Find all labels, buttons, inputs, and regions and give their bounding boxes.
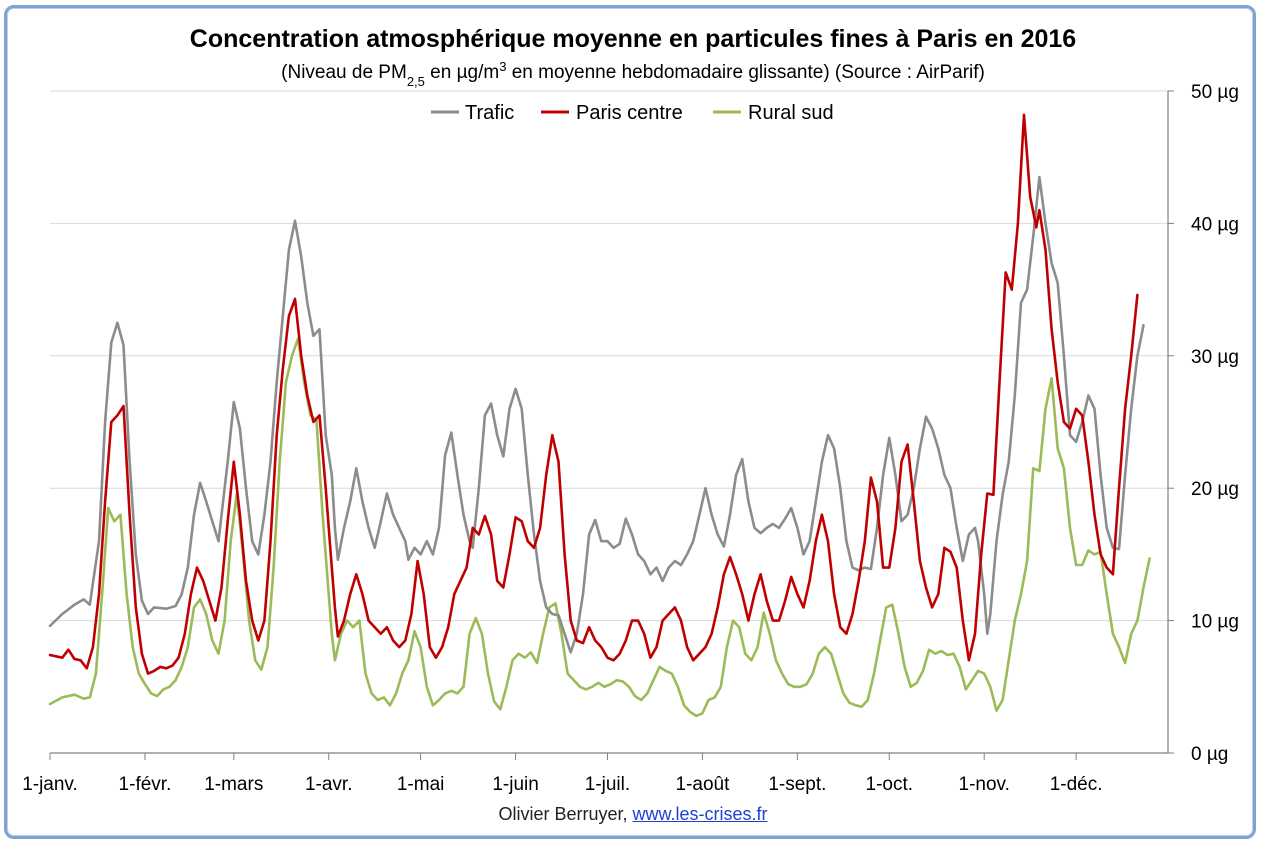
credit-author: Olivier Berruyer,: [498, 804, 628, 824]
chart-subtitle: (Niveau de PM2,5 en µg/m3 en moyenne heb…: [281, 59, 985, 89]
series-lines: [48, 113, 1151, 718]
y-tick-label: 20 µg: [1191, 479, 1239, 500]
series-line-paris-centre: [48, 113, 1139, 675]
credit-link[interactable]: www.les-crises.fr: [632, 804, 768, 824]
x-tick-label: 1-févr.: [119, 774, 172, 795]
x-tick-label: 1-mars: [204, 774, 263, 795]
x-tick-label: 1-juil.: [585, 774, 630, 795]
x-tick-label: 1-avr.: [305, 774, 353, 795]
x-tick-label: 1-juin: [492, 774, 538, 795]
subtitle-middle: en µg/m: [425, 62, 499, 83]
x-tick-label: 1-mai: [397, 774, 445, 795]
legend-label-rural-sud: Rural sud: [748, 102, 834, 124]
chart-frame: [4, 5, 1256, 839]
x-tick-label: 1-août: [675, 774, 730, 795]
series-line-rural-sud: [48, 337, 1151, 718]
y-tick-labels: 0 µg 10 µg 20 µg 30 µg 40 µg 50 µg: [1168, 82, 1239, 765]
series-line-trafic: [48, 175, 1145, 654]
axes: [50, 91, 1169, 754]
x-tick-label: 1-janv.: [22, 774, 78, 795]
subtitle-superscript: 3: [499, 59, 506, 74]
subtitle-prefix: (Niveau de PM: [281, 62, 407, 83]
legend-label-trafic: Trafic: [465, 102, 514, 124]
x-tick-label: 1-déc.: [1050, 774, 1103, 795]
legend-label-paris-centre: Paris centre: [576, 102, 683, 124]
legend: Trafic Paris centre Rural sud: [431, 102, 834, 124]
x-tick-label: 1-sept.: [768, 774, 826, 795]
y-tick-label: 50 µg: [1191, 82, 1239, 103]
y-tick-label: 30 µg: [1191, 347, 1239, 368]
source-credit: Olivier Berruyer, www.les-crises.fr: [0, 804, 1266, 825]
x-tick-label: 1-oct.: [866, 774, 914, 795]
y-tick-label: 0 µg: [1191, 744, 1228, 765]
subtitle-suffix: en moyenne hebdomadaire glissante) (Sour…: [506, 62, 984, 83]
chart-title: Concentration atmosphérique moyenne en p…: [190, 25, 1076, 53]
y-tick-label: 10 µg: [1191, 612, 1239, 633]
subtitle-pm-subscript: 2,5: [407, 74, 425, 89]
y-tick-label: 40 µg: [1191, 214, 1239, 235]
x-tick-label: 1-nov.: [959, 774, 1010, 795]
x-tick-labels: 1-janv. 1-févr. 1-mars 1-avr. 1-mai 1-juin 1-j…: [22, 753, 1103, 795]
